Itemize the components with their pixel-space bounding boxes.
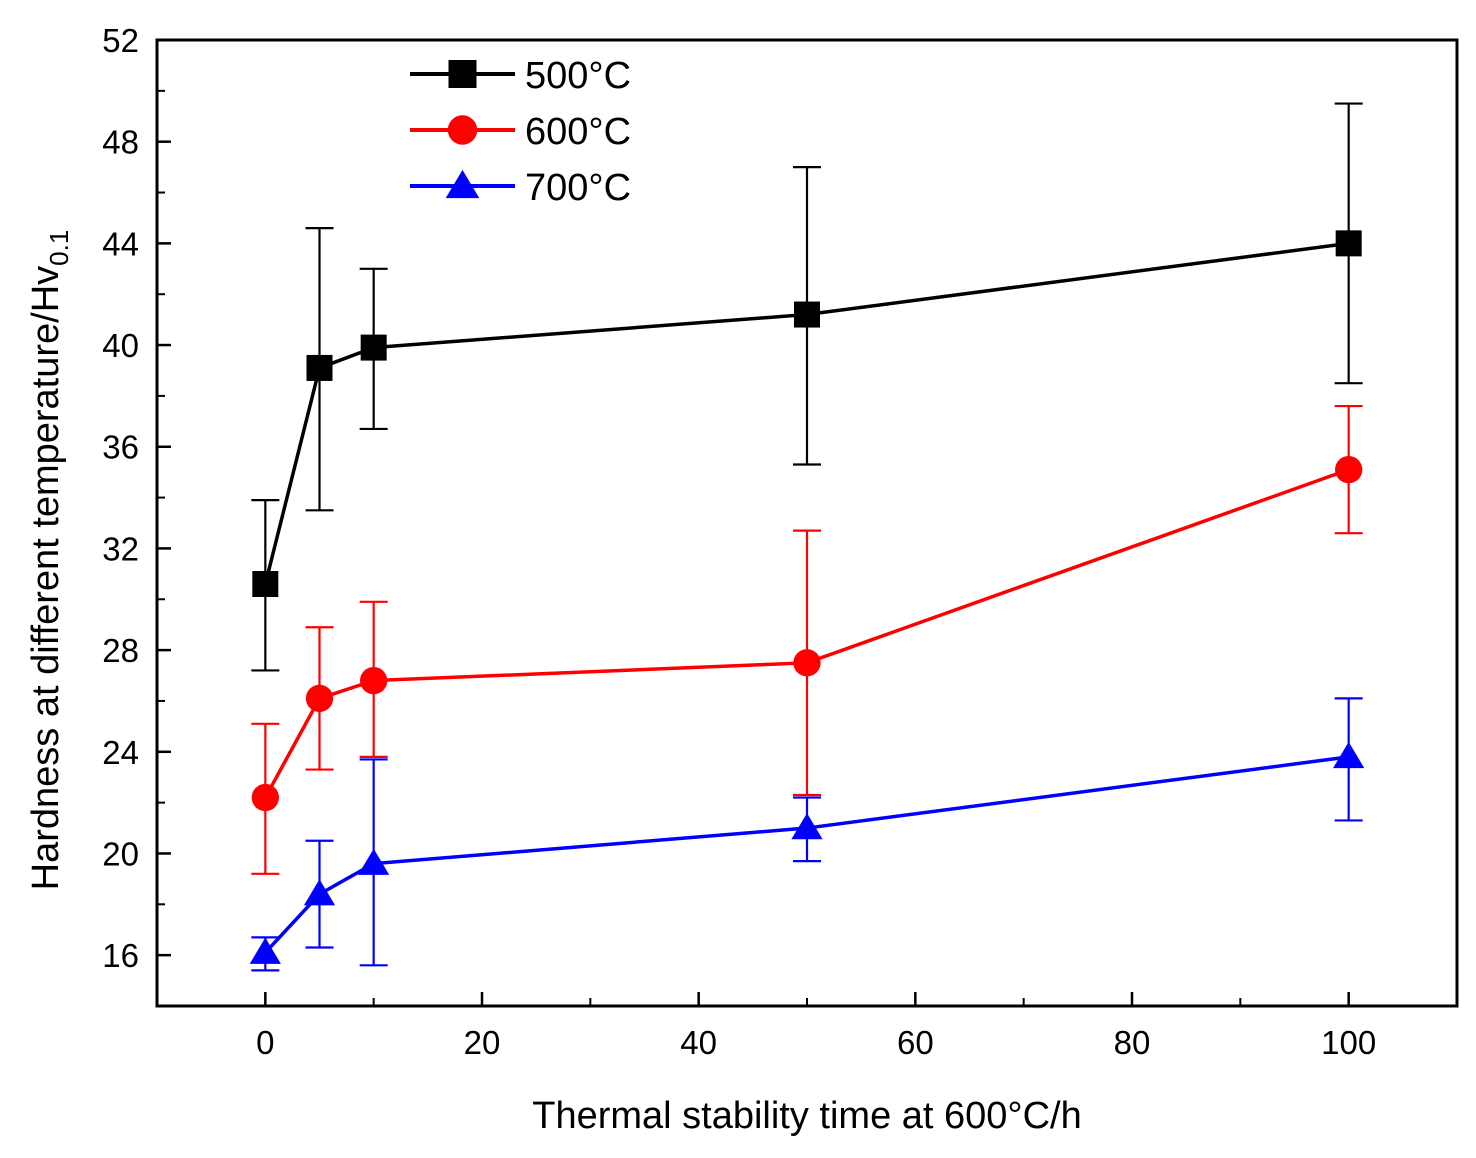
circle-marker	[251, 783, 279, 812]
y-tick-label: 52	[102, 22, 139, 59]
series-layer	[249, 102, 1365, 972]
series-600CC	[251, 404, 1363, 875]
y-tick-label: 16	[102, 937, 139, 974]
circle-marker	[305, 684, 334, 713]
triangle-marker	[1333, 741, 1365, 769]
circle-marker	[360, 666, 388, 695]
x-tick-label: 60	[897, 1024, 934, 1061]
y-tick-label: 24	[102, 734, 139, 771]
x-tick-label: 40	[680, 1024, 717, 1061]
y-tick-label: 44	[102, 225, 139, 262]
square-marker	[794, 301, 820, 328]
triangle-marker	[445, 169, 480, 199]
series-700CC	[249, 697, 1365, 972]
x-axis-title: Thermal stability time at 600°C/h	[532, 1095, 1082, 1137]
legend-item: 500°C	[410, 55, 631, 97]
x-tick-label: 80	[1114, 1024, 1151, 1061]
triangle-marker	[358, 848, 390, 875]
y-tick-label: 32	[102, 530, 139, 567]
y-tick-label: 36	[102, 429, 139, 466]
circle-marker	[447, 115, 478, 145]
y-axis-title: Hardness at different temperature/Hv0.1	[25, 230, 74, 891]
triangle-marker	[249, 937, 281, 964]
square-marker	[1335, 230, 1362, 257]
x-tick-label: 100	[1321, 1024, 1376, 1061]
y-tick-labels: 16 20 24 28 32 36 40 44 48 52	[102, 22, 139, 974]
legend-item: 600°C	[410, 111, 631, 153]
y-axis-title-main: Hardness at different temperature/Hv	[25, 266, 67, 891]
x-tick-label: 0	[256, 1024, 274, 1061]
legend-label: 600°C	[525, 111, 631, 153]
circle-marker	[1335, 455, 1363, 484]
series-500CC	[251, 102, 1363, 672]
y-tick-label: 40	[102, 327, 139, 364]
legend-item: 700°C	[410, 167, 631, 209]
x-tick-label: 20	[464, 1024, 501, 1061]
x-tick-labels: 0 20 40 60 80 100	[256, 1024, 1376, 1061]
square-marker	[448, 60, 477, 88]
y-tick-label: 48	[102, 124, 139, 161]
triangle-marker	[791, 813, 823, 840]
legend: 500°C 600°C 700°C	[410, 55, 631, 209]
y-axis-title-subscript: 0.1	[44, 230, 74, 266]
square-marker	[360, 334, 387, 361]
circle-marker	[793, 649, 821, 677]
square-marker	[306, 354, 333, 381]
legend-label: 500°C	[525, 55, 631, 97]
triangle-marker	[303, 879, 336, 906]
legend-label: 700°C	[525, 167, 631, 209]
plot-frame	[155, 38, 1459, 1008]
y-tick-label: 28	[102, 632, 139, 669]
y-tick-label: 20	[102, 835, 139, 872]
square-marker	[252, 571, 279, 598]
